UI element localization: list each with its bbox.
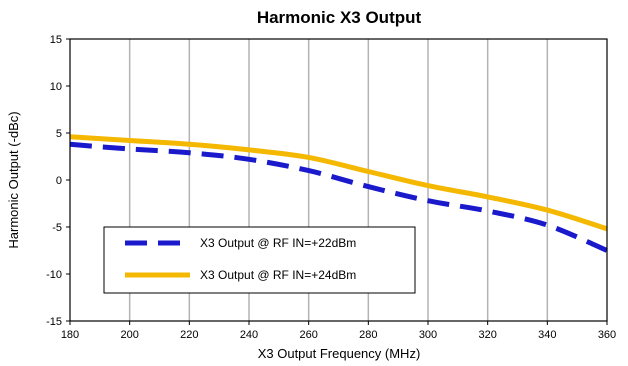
- x-tick-label: 280: [359, 329, 377, 341]
- x-tick-label: 260: [299, 329, 317, 341]
- series-layer: [69, 134, 608, 253]
- series-line-1: [69, 141, 608, 253]
- y-tick-label: -15: [46, 316, 62, 328]
- x-tick-label: 300: [419, 329, 437, 341]
- series-line-2: [69, 134, 608, 232]
- x-tick-label: 240: [240, 329, 258, 341]
- x-tick-label: 200: [120, 329, 138, 341]
- chart-title: Harmonic X3 Output: [257, 8, 422, 27]
- y-tick-label: 10: [50, 81, 62, 93]
- axis-ticks: [66, 38, 608, 325]
- y-tick-label: -5: [52, 222, 62, 234]
- legend-label-series-2: X3 Output @ RF IN=+24dBm: [200, 268, 356, 282]
- y-axis-label: Harmonic Output (-dBc): [6, 111, 21, 248]
- y-tick-label: -10: [46, 269, 62, 281]
- y-tick-label: 5: [56, 128, 62, 140]
- y-tick-label: 0: [56, 175, 62, 187]
- x-tick-label: 220: [180, 329, 198, 341]
- x-tick-label: 340: [538, 329, 556, 341]
- x-tick-label: 180: [61, 329, 79, 341]
- x-tick-label: 360: [598, 329, 616, 341]
- legend: X3 Output @ RF IN=+22dBm X3 Output @ RF …: [103, 226, 416, 294]
- y-tick-label: 15: [50, 34, 62, 46]
- tick-labels: 180 200 220 240 260 280 300 320 340 360 -15 -10 -5 0 5…: [46, 34, 616, 341]
- x-tick-label: 320: [478, 329, 496, 341]
- legend-label-series-1: X3 Output @ RF IN=+22dBm: [200, 236, 356, 250]
- x-axis-label: X3 Output Frequency (MHz): [258, 346, 421, 361]
- legend-box: [103, 226, 416, 294]
